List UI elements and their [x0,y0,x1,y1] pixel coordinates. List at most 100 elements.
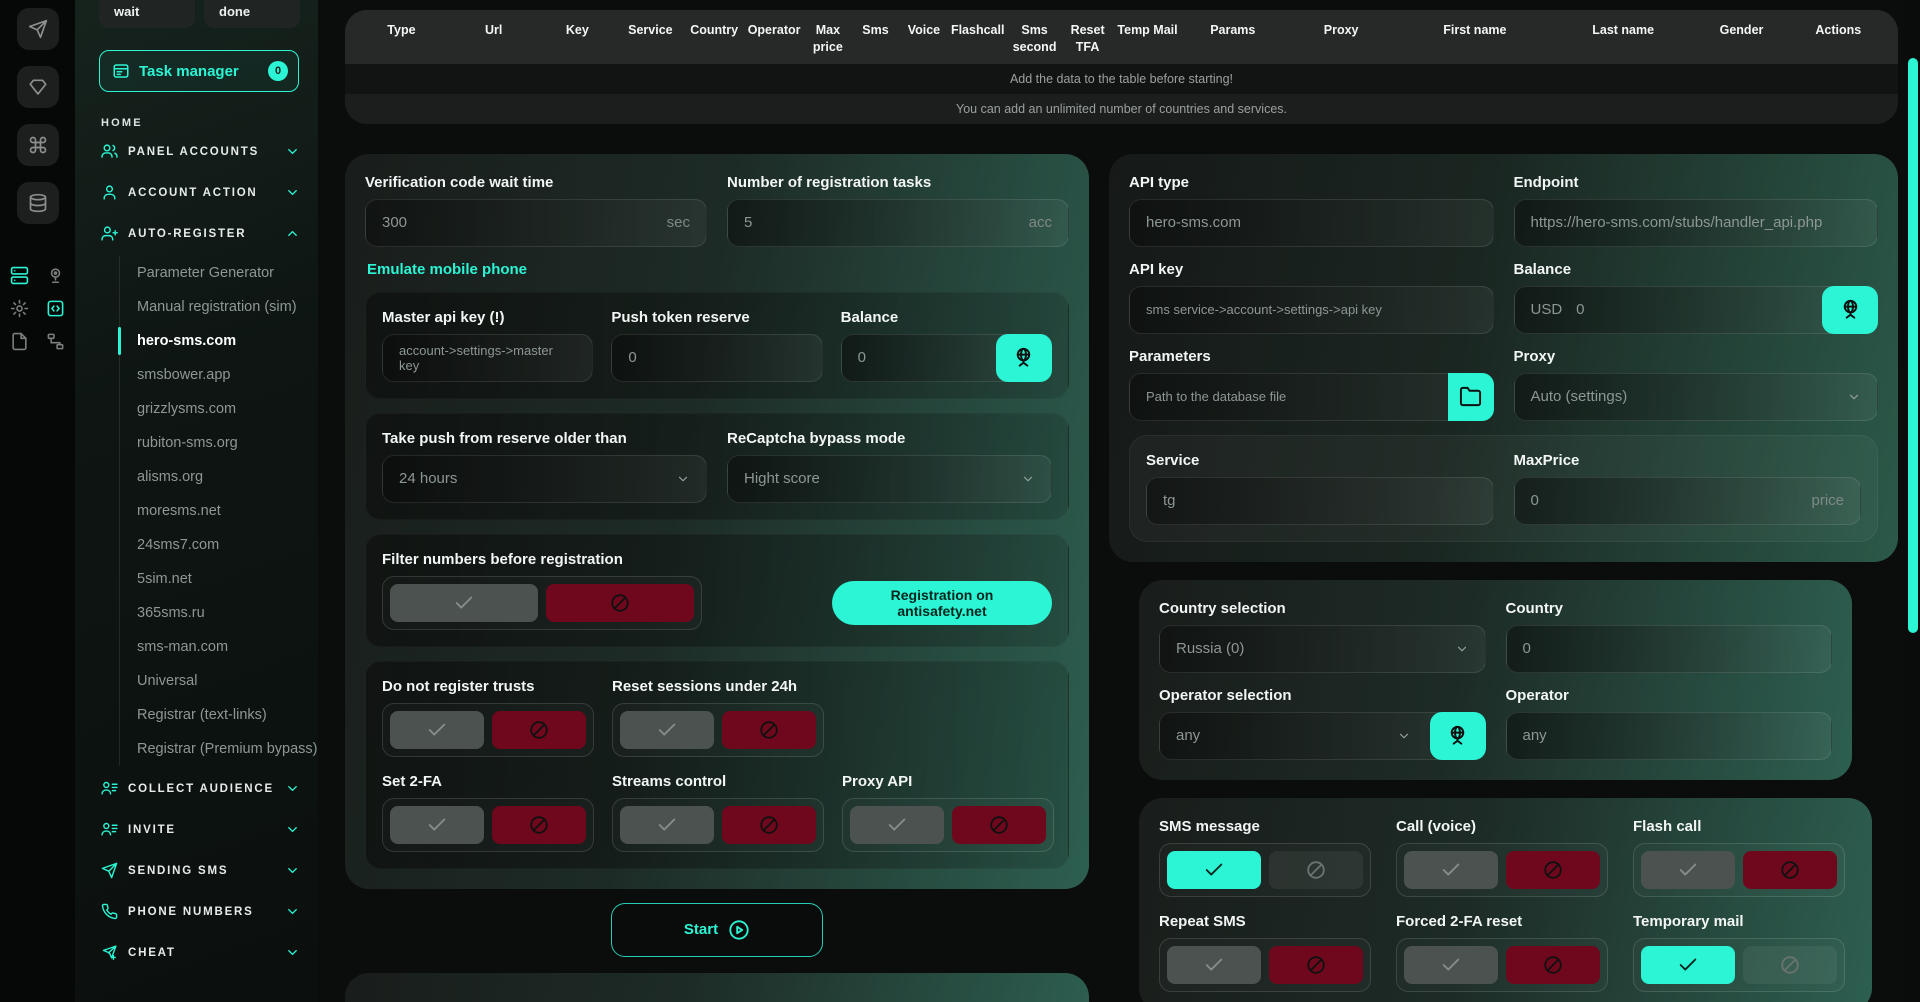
start-button[interactable]: Start [611,902,823,957]
set-2fa-toggle[interactable] [382,797,594,852]
list-item-moresms[interactable]: moresms.net [137,503,221,519]
toggle-yes-option[interactable] [1641,945,1735,984]
toggle-no-option[interactable] [1506,945,1600,984]
sidebar-item-collect-audience[interactable]: COLLECT AUDIENCE [75,768,318,809]
filter-numbers-toggle[interactable] [382,575,702,630]
list-item-grizzlysms[interactable]: grizzlysms.com [137,401,237,417]
wait-input[interactable]: wait [99,0,195,28]
toggle-yes-option[interactable] [850,805,944,844]
streams-control-toggle[interactable] [612,797,824,852]
registration-tasks-input[interactable]: 5 acc [727,198,1069,247]
service-input[interactable]: tg [1146,476,1494,525]
operator-selection-select[interactable]: any [1159,711,1486,760]
operator-globe-button[interactable] [1429,711,1486,760]
diamond-rail-button[interactable] [16,66,59,108]
verification-wait-input[interactable]: 300 sec [365,198,707,247]
list-item-24sms7[interactable]: 24sms7.com [137,537,220,553]
scrollbar-track[interactable] [1906,0,1920,1002]
flash-call-toggle[interactable] [1633,842,1845,897]
toggle-no-option[interactable] [722,805,816,844]
task-manager-button[interactable]: Task manager 0 [99,50,299,92]
list-item-registrar-text-links[interactable]: Registrar (text-links) [137,707,267,723]
sidebar-item-account-action[interactable]: ACCOUNT ACTION [75,172,318,213]
antisafety-registration-button[interactable]: Registration on antisafety.net [832,580,1052,625]
toggle-yes-option[interactable] [1641,850,1735,889]
send-rail-button[interactable] [16,8,59,50]
sidebar-item-panel-accounts[interactable]: PANEL ACCOUNTS [75,131,318,172]
list-item-hero-sms[interactable]: hero-sms.com [118,324,318,358]
code-window-button[interactable] [44,299,68,318]
forced-2fa-reset-toggle[interactable] [1396,937,1608,992]
toggle-no-option[interactable] [1269,945,1363,984]
country-selection-select[interactable]: Russia (0) [1159,624,1486,673]
list-item-manual-registration[interactable]: Manual registration (sim) [137,299,297,315]
list-item-365sms[interactable]: 365sms.ru [137,605,205,621]
list-item-smsbower[interactable]: smsbower.app [137,367,231,383]
toggle-no-option[interactable] [1743,945,1837,984]
proxy-select[interactable]: Auto (settings) [1513,372,1878,421]
recaptcha-mode-select[interactable]: Hight score [727,454,1052,503]
flow-button[interactable] [44,332,68,351]
toggle-no-option[interactable] [1506,850,1600,889]
list-item-universal[interactable]: Universal [137,673,198,689]
sidebar-item-invite[interactable]: INVITE [75,809,318,850]
do-not-register-trusts-toggle[interactable] [382,702,594,757]
toggle-no-option[interactable] [492,805,586,844]
list-item-rubiton[interactable]: rubiton-sms.org [137,435,238,451]
maxprice-input[interactable]: 0 price [1513,476,1861,525]
reset-sessions-toggle[interactable] [612,702,824,757]
toggle-yes-option[interactable] [1404,850,1498,889]
database-rail-button[interactable] [16,182,59,224]
api-key-input[interactable]: sms service->account->settings->api key [1129,285,1494,334]
toggle-no-option[interactable] [492,710,586,749]
browse-file-button[interactable] [1447,372,1494,421]
api-balance-input[interactable]: USD 0 [1513,285,1878,334]
sidebar-item-home[interactable]: HOME [101,117,143,129]
toggle-yes-option[interactable] [1404,945,1498,984]
list-item-parameter-generator[interactable]: Parameter Generator [137,265,275,281]
temporary-mail-toggle[interactable] [1633,937,1845,992]
api-type-input[interactable]: hero-sms.com [1129,198,1494,247]
toggle-yes-option[interactable] [1167,945,1261,984]
balance-refresh-button[interactable] [995,333,1052,382]
master-api-key-input[interactable]: account->settings->master key [382,333,594,382]
operator-input[interactable]: any [1505,711,1832,760]
endpoint-input[interactable]: https://hero-sms.com/stubs/handler_api.p… [1513,198,1878,247]
document-button[interactable] [8,332,32,351]
toggle-no-option[interactable] [1743,850,1837,889]
balance-refresh-button[interactable] [1822,285,1878,334]
done-input[interactable]: done [204,0,300,28]
call-voice-toggle[interactable] [1396,842,1608,897]
list-item-sms-man[interactable]: sms-man.com [137,639,229,655]
balance-input[interactable]: 0 [840,333,1052,382]
list-item-registrar-premium[interactable]: Registrar (Premium bypass) [137,741,318,757]
toggle-yes-option[interactable] [620,805,714,844]
list-item-alisms[interactable]: alisms.org [137,469,204,485]
toggle-yes-option[interactable] [390,710,484,749]
emulate-mobile-phone-link[interactable]: Emulate mobile phone [367,260,528,278]
toggle-yes-option[interactable] [620,710,714,749]
sidebar-item-auto-register[interactable]: AUTO-REGISTER [75,213,318,254]
command-rail-button[interactable] [16,124,59,166]
proxy-api-toggle[interactable] [842,797,1054,852]
toggle-no-option[interactable] [952,805,1046,844]
country-input[interactable]: 0 [1505,624,1832,673]
server-button[interactable] [8,266,32,285]
toggle-yes-option[interactable] [390,583,538,622]
webcam-button[interactable] [44,266,68,285]
gear-button[interactable] [8,299,32,318]
toggle-no-option[interactable] [546,583,694,622]
push-token-reserve-input[interactable]: 0 [611,333,823,382]
toggle-yes-option[interactable] [390,805,484,844]
sms-message-toggle[interactable] [1159,842,1371,897]
repeat-sms-toggle[interactable] [1159,937,1371,992]
parameters-input[interactable]: Path to the database file [1129,372,1494,421]
take-push-select[interactable]: 24 hours [382,454,707,503]
sidebar-item-cheat[interactable]: CHEAT [75,932,318,973]
toggle-no-option[interactable] [1269,850,1363,889]
sidebar-item-sending-sms[interactable]: SENDING SMS [75,850,318,891]
toggle-no-option[interactable] [722,710,816,749]
toggle-yes-option[interactable] [1167,850,1261,889]
scrollbar-thumb[interactable] [1908,58,1918,633]
sidebar-item-phone-numbers[interactable]: PHONE NUMBERS [75,891,318,932]
